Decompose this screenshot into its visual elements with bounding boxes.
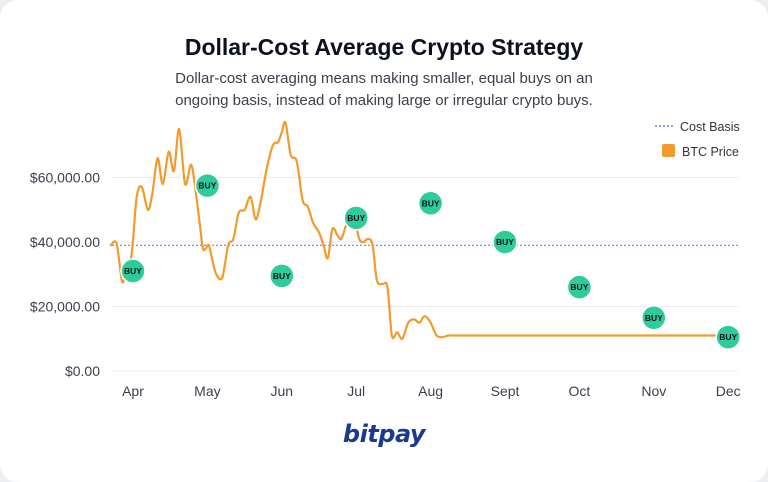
buy-marker-circle xyxy=(194,172,221,199)
buy-marker-label: BUY xyxy=(347,213,365,223)
legend-btc-price-label: BTC Price xyxy=(682,145,739,159)
buy-marker: BUY xyxy=(194,172,221,199)
legend-btc-price-swatch xyxy=(662,144,675,157)
y-tick-label: $0.00 xyxy=(65,363,100,379)
x-tick-label: Oct xyxy=(569,383,591,399)
legend-cost-basis-label: Cost Basis xyxy=(680,120,740,134)
buy-marker: BUY xyxy=(566,274,593,300)
buy-marker-label: BUY xyxy=(198,181,216,191)
buy-marker: BUY xyxy=(492,229,518,255)
y-tick-label: $40,000.00 xyxy=(30,234,100,250)
x-tick-label: Sept xyxy=(491,383,520,399)
buy-marker: BUY xyxy=(417,190,444,217)
chart-title: Dollar-Cost Average Crypto Strategy xyxy=(184,34,584,60)
buy-marker-label: BUY xyxy=(645,313,663,323)
buy-marker: BUY xyxy=(269,263,295,289)
buy-marker: BUY xyxy=(641,305,667,331)
btc-price-line xyxy=(109,120,734,341)
buy-marker: BUY xyxy=(343,205,369,231)
x-tick-label: Apr xyxy=(122,383,144,399)
buy-marker-label: BUY xyxy=(570,282,588,292)
buy-marker: BUY xyxy=(120,258,146,284)
buy-marker-label: BUY xyxy=(273,271,291,281)
buy-marker-circle xyxy=(343,205,369,231)
x-tick-label: Jul xyxy=(347,383,365,399)
buy-marker: BUY xyxy=(715,324,741,350)
buy-marker-circle xyxy=(566,274,593,300)
x-axis-ticks: Apr May Jun Jul Aug Sept Oct Nov Dec xyxy=(122,383,741,399)
buy-marker-circle xyxy=(641,305,667,331)
buy-marker-circle xyxy=(269,263,295,289)
buy-marker-label: BUY xyxy=(124,266,142,276)
buy-markers: BUY BUY BUY BUY BUY BUY BUY BUY BUY xyxy=(120,172,741,350)
buy-marker-label: BUY xyxy=(422,198,440,208)
buy-marker-circle xyxy=(492,229,518,255)
buy-marker-label: BUY xyxy=(496,237,514,247)
x-tick-label: Nov xyxy=(641,383,666,399)
buy-marker-label: BUY xyxy=(719,332,737,342)
chart-subtitle: Dollar-cost averaging means making small… xyxy=(175,70,593,109)
x-tick-label: Aug xyxy=(418,383,443,399)
x-tick-label: May xyxy=(194,383,220,399)
buy-marker-circle xyxy=(120,258,146,284)
bitpay-logo: bitpay xyxy=(342,420,426,448)
x-tick-label: Dec xyxy=(716,383,741,399)
x-tick-label: Jun xyxy=(271,383,294,399)
buy-marker-circle xyxy=(417,190,444,217)
legend: Cost Basis BTC Price xyxy=(655,120,740,159)
y-tick-label: $20,000.00 xyxy=(30,299,100,315)
y-axis-ticks: $0.00 $20,000.00 $40,000.00 $60,000.00 xyxy=(30,170,100,380)
buy-marker-circle xyxy=(715,324,741,350)
y-tick-label: $60,000.00 xyxy=(30,170,100,186)
